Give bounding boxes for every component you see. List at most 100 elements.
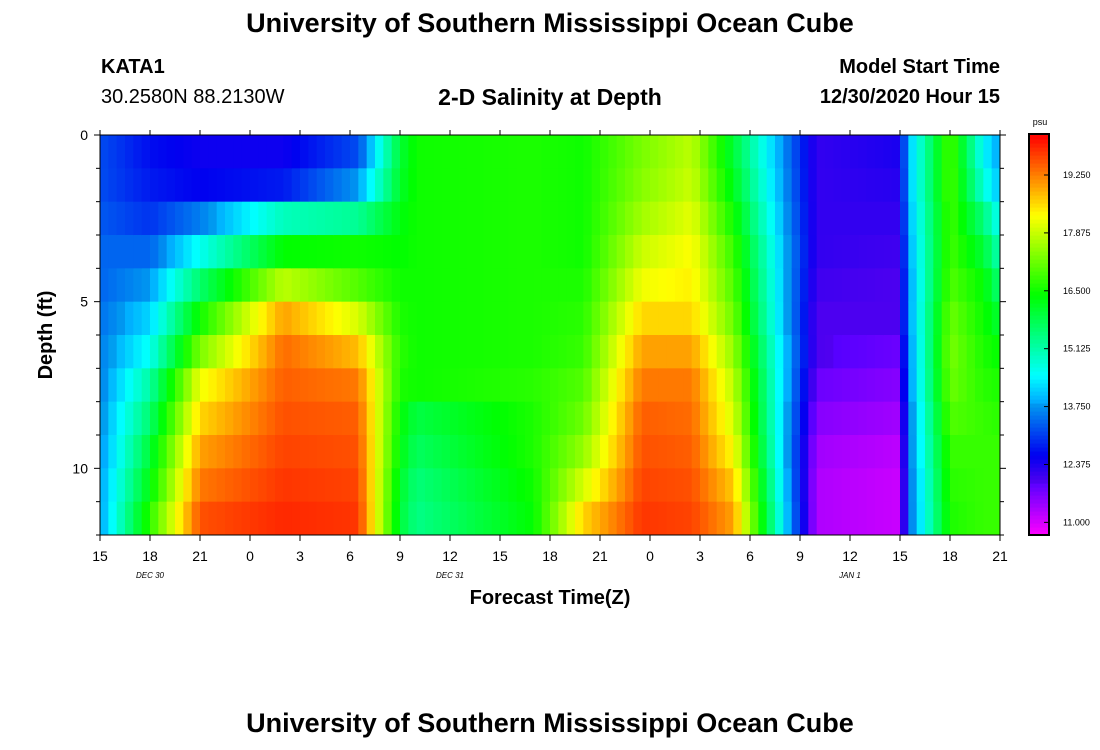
heatmap-cell bbox=[291, 268, 301, 303]
heatmap-cell bbox=[716, 301, 726, 336]
colorbar-swatch bbox=[1030, 179, 1048, 184]
heatmap-cell bbox=[500, 401, 509, 436]
heatmap-cell bbox=[283, 268, 293, 303]
heatmap-cell bbox=[208, 168, 218, 203]
heatmap-cell bbox=[375, 368, 384, 403]
colorbar-swatch bbox=[1030, 499, 1048, 504]
heatmap-cell bbox=[341, 501, 351, 535]
heatmap-cell bbox=[750, 468, 759, 503]
colorbar-swatch bbox=[1030, 139, 1048, 144]
heatmap-cell bbox=[225, 401, 234, 436]
heatmap-cell bbox=[700, 301, 709, 336]
heatmap-cell bbox=[100, 168, 109, 203]
heatmap-cell bbox=[608, 401, 618, 436]
heatmap-cell bbox=[233, 335, 243, 369]
heatmap-cell bbox=[841, 368, 851, 403]
heatmap-cell bbox=[633, 301, 643, 336]
heatmap-cell bbox=[891, 201, 901, 236]
heatmap-cell bbox=[558, 168, 568, 203]
heatmap-cell bbox=[216, 468, 226, 503]
x-tick-label: 6 bbox=[346, 548, 354, 564]
heatmap-cell bbox=[525, 401, 534, 436]
heatmap-cell bbox=[566, 135, 576, 169]
heatmap-cell bbox=[883, 201, 893, 236]
heatmap-cell bbox=[858, 435, 868, 469]
heatmap-cell bbox=[908, 235, 918, 269]
heatmap-cell bbox=[891, 501, 901, 535]
heatmap-cell bbox=[508, 435, 518, 469]
heatmap-cell bbox=[883, 468, 893, 503]
heatmap-cell bbox=[816, 435, 826, 469]
heatmap-cell bbox=[125, 168, 134, 203]
heatmap-cell bbox=[808, 235, 818, 269]
heatmap-cell bbox=[850, 335, 859, 369]
heatmap-cell bbox=[316, 468, 326, 503]
heatmap-cell bbox=[291, 301, 301, 336]
heatmap-cell bbox=[333, 135, 343, 169]
heatmap-cell bbox=[625, 468, 634, 503]
heatmap-cell bbox=[916, 368, 926, 403]
heatmap-cell bbox=[383, 435, 393, 469]
heatmap-cell bbox=[508, 368, 518, 403]
colorbar-swatch bbox=[1030, 339, 1048, 344]
heatmap-cell bbox=[233, 435, 243, 469]
colorbar-swatch bbox=[1030, 223, 1048, 228]
heatmap-cell bbox=[925, 301, 934, 336]
colorbar-swatch bbox=[1030, 295, 1048, 300]
heatmap-cell bbox=[175, 468, 184, 503]
heatmap-cell bbox=[566, 201, 576, 236]
heatmap-cell bbox=[108, 368, 118, 403]
heatmap-cell bbox=[391, 135, 401, 169]
heatmap-cell bbox=[616, 468, 626, 503]
heatmap-cell bbox=[316, 301, 326, 336]
heatmap-cell bbox=[450, 335, 459, 369]
heatmap-cell bbox=[325, 468, 334, 503]
heatmap-cell bbox=[466, 268, 476, 303]
heatmap-cell bbox=[758, 368, 768, 403]
heatmap-cell bbox=[933, 368, 943, 403]
heatmap-cell bbox=[308, 168, 318, 203]
heatmap-cell bbox=[283, 368, 293, 403]
heatmap-cell bbox=[366, 401, 376, 436]
heatmap-cell bbox=[500, 201, 509, 236]
heatmap-cell bbox=[241, 201, 251, 236]
heatmap-cell bbox=[708, 401, 718, 436]
heatmap-cell bbox=[425, 368, 434, 403]
heatmap-cell bbox=[608, 235, 618, 269]
heatmap-cell bbox=[925, 201, 934, 236]
heatmap-cell bbox=[200, 301, 209, 336]
heatmap-cell bbox=[566, 268, 576, 303]
colorbar-swatch bbox=[1030, 235, 1048, 240]
heatmap-cell bbox=[508, 201, 518, 236]
heatmap-cell bbox=[216, 501, 226, 535]
chart-title: 2-D Salinity at Depth bbox=[438, 84, 662, 110]
heatmap-cell bbox=[775, 401, 784, 436]
heatmap-cell bbox=[941, 168, 951, 203]
colorbar-swatch bbox=[1030, 495, 1048, 500]
heatmap-cell bbox=[916, 168, 926, 203]
heatmap-cell bbox=[483, 401, 493, 436]
heatmap-cell bbox=[333, 168, 343, 203]
heatmap-cell bbox=[116, 435, 126, 469]
heatmap-cell bbox=[416, 468, 426, 503]
heatmap-cell bbox=[666, 335, 676, 369]
heatmap-cell bbox=[175, 268, 184, 303]
heatmap-cell bbox=[600, 401, 609, 436]
heatmap-cell bbox=[766, 268, 776, 303]
heatmap-cell bbox=[816, 368, 826, 403]
colorbar-swatch bbox=[1030, 267, 1048, 272]
heatmap-cell bbox=[908, 301, 918, 336]
heatmap-cell bbox=[983, 435, 993, 469]
heatmap-cell bbox=[725, 301, 734, 336]
x-tick-label: 12 bbox=[842, 548, 858, 564]
heatmap-cell bbox=[658, 235, 668, 269]
heatmap-cell bbox=[708, 168, 718, 203]
heatmap-cell bbox=[416, 335, 426, 369]
heatmap-cell bbox=[833, 168, 843, 203]
heatmap-cell bbox=[608, 301, 618, 336]
heatmap-cell bbox=[300, 401, 309, 436]
heatmap-cell bbox=[700, 501, 709, 535]
colorbar-swatch bbox=[1030, 255, 1048, 260]
heatmap-cell bbox=[566, 468, 576, 503]
heatmap-cell bbox=[916, 335, 926, 369]
